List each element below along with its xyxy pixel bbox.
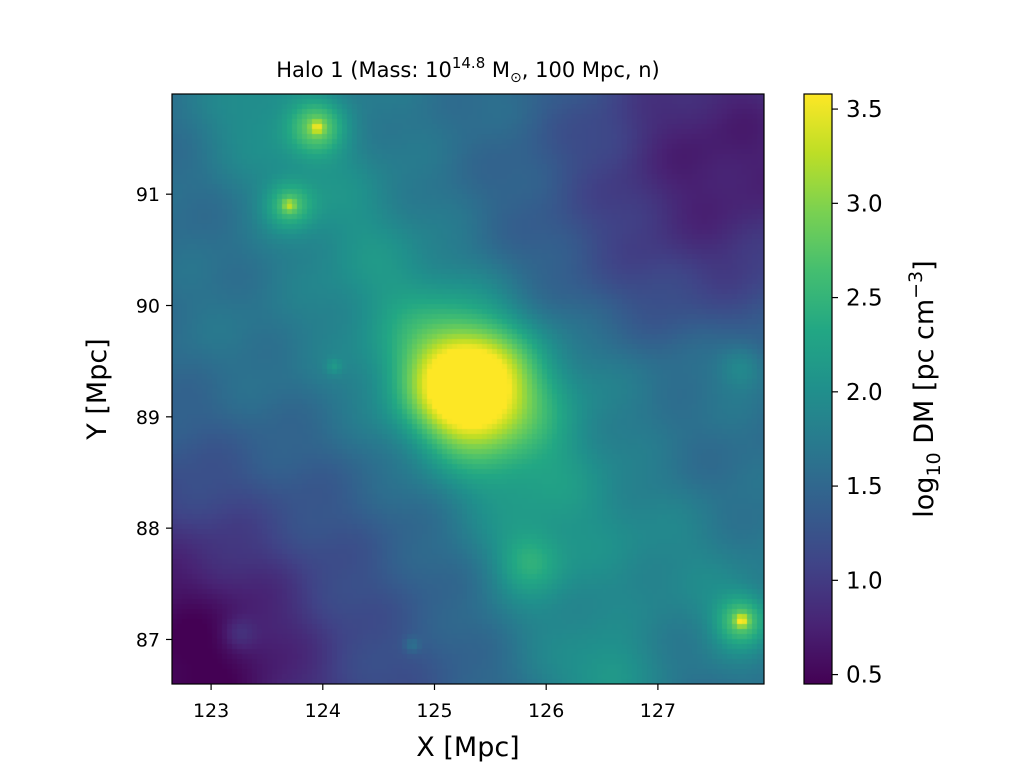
y-axis: 87 88 89 90 91 [136,184,172,651]
plot-area-frame [171,93,765,685]
y-tick-label: 91 [136,184,160,206]
colorbar-tick-label: 2.5 [846,286,883,312]
x-axis: 123 124 125 126 127 [193,684,676,722]
colorbar-tick-label: 3.5 [846,97,883,123]
chart-title: Halo 1 (Mass: 1014.8 M⊙, 100 Mpc, n) [276,54,660,86]
x-axis-label: X [Mpc] [416,732,519,763]
y-tick-label: 90 [136,296,160,318]
y-axis-label: Y [Mpc] [82,338,113,440]
colorbar-axis: 0.5 1.0 1.5 2.0 2.5 3.0 3.5 [832,97,883,689]
colorbar-tick-label: 0.5 [846,663,883,689]
colorbar-tick-label: 2.0 [846,380,883,406]
y-tick-label: 88 [136,518,160,540]
colorbar-tick-label: 1.5 [846,474,883,500]
heatmap-image [172,94,764,684]
colorbar-tick-label: 1.0 [846,568,883,594]
colorbar-tick-label: 3.0 [846,191,883,217]
x-tick-label: 127 [640,700,676,722]
x-tick-label: 124 [305,700,341,722]
y-tick-label: 87 [136,629,160,651]
colorbar-label: log10 DM [pc cm−3] [905,260,945,517]
x-tick-label: 125 [416,700,452,722]
heatmap-pixels [172,94,764,684]
x-tick-label: 123 [193,700,229,722]
x-tick-label: 126 [528,700,564,722]
y-tick-label: 89 [136,407,160,429]
colorbar-gradient [804,94,832,684]
colorbar-frame [803,93,833,685]
colorbar [804,94,832,684]
